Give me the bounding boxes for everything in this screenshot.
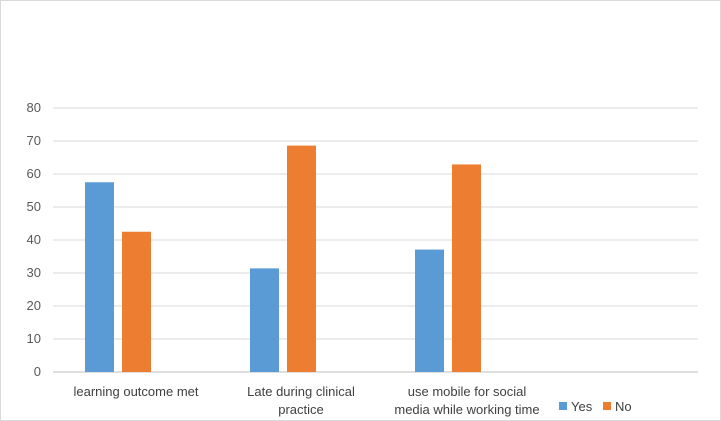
y-axis-ticks: 0 10 20 30 40 50 60 70 80 [27,100,41,379]
y-tick-label: 50 [27,199,41,214]
category-label: Late during clinical [247,384,355,399]
x-axis-categories: learning outcome met Late during clinical… [73,384,539,417]
y-tick-label: 10 [27,331,41,346]
y-tick-label: 80 [27,100,41,115]
bar-no-0 [122,231,151,372]
y-tick-label: 40 [27,232,41,247]
bar-no-1 [287,145,316,372]
legend-swatch-no [603,402,611,410]
y-tick-label: 70 [27,133,41,148]
y-tick-label: 0 [34,364,41,379]
gridlines [53,107,698,373]
bar-yes-1 [250,268,279,372]
bars [85,145,481,372]
legend-label-yes: Yes [571,399,593,414]
y-tick-label: 30 [27,265,41,280]
category-label: media while working time [394,402,539,417]
y-tick-label: 20 [27,298,41,313]
bar-yes-0 [85,182,114,372]
y-tick-label: 60 [27,166,41,181]
legend-label-no: No [615,399,632,414]
category-label: use mobile for social [408,384,527,399]
legend-swatch-yes [559,402,567,410]
category-label: practice [278,402,324,417]
category-label: learning outcome met [73,384,198,399]
bar-yes-2 [415,249,444,372]
legend: Yes No [559,399,632,414]
bar-no-2 [452,164,481,372]
